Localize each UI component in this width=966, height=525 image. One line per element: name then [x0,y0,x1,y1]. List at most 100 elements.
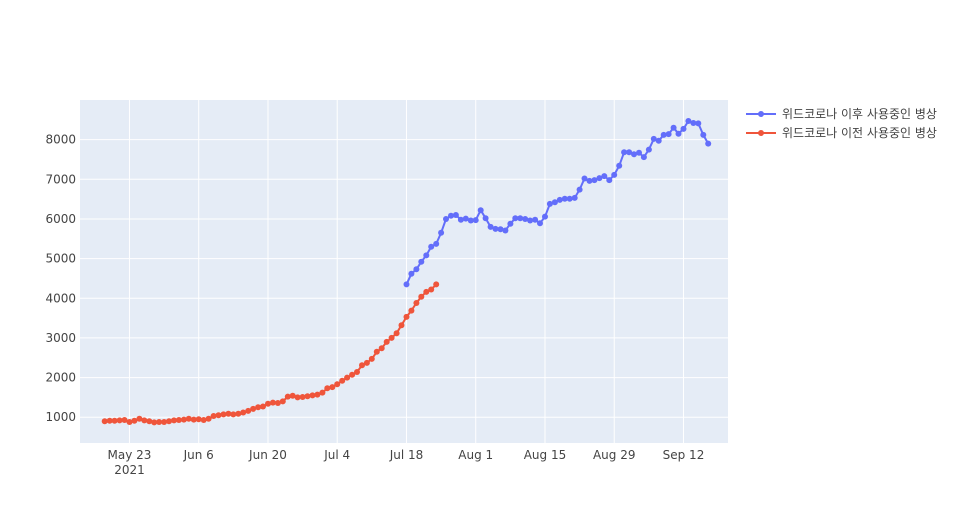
data-point [284,393,291,400]
data-point [373,348,380,355]
data-point [636,149,642,156]
data-point [438,229,445,236]
x-tick-label: Jun 6 [183,448,214,462]
data-point [344,374,351,381]
data-point [492,225,499,232]
data-point [408,307,415,314]
data-point [151,419,158,426]
data-point [116,417,123,424]
data-point [368,355,375,362]
data-point [304,393,311,400]
data-point [240,409,247,416]
data-point [512,215,519,222]
data-point [576,186,583,193]
data-point [462,215,469,222]
data-point [566,195,573,202]
data-point [195,416,202,423]
data-point [156,419,163,425]
data-point [314,391,321,398]
y-tick-label: 7000 [45,172,76,186]
data-point [359,362,365,369]
data-point [556,196,563,203]
data-point [171,417,177,424]
data-point [398,322,405,329]
x-tick-label: Aug 29 [593,448,636,462]
data-point [294,394,301,401]
data-point [274,400,281,406]
data-point [591,177,598,184]
data-point [339,377,346,384]
data-point [403,281,410,288]
data-point [467,217,474,224]
data-point [433,281,440,288]
data-point [210,413,217,419]
data-point [423,288,430,295]
y-tick-label: 5000 [45,252,76,266]
data-point [571,194,578,201]
data-point [517,215,524,222]
y-tick-label: 2000 [45,371,76,385]
data-point [670,124,677,131]
x-tick-label: Aug 1 [458,448,493,462]
data-point [611,171,618,178]
data-point [141,417,148,424]
data-point [616,162,623,169]
data-point [532,216,539,223]
data-point [299,394,306,400]
series-traces [101,118,712,426]
data-point [448,212,454,219]
series-1 [403,118,712,288]
data-point [235,410,242,417]
data-point [621,149,628,156]
data-point [487,223,494,230]
data-point [586,177,593,184]
data-point [190,416,197,423]
data-point [705,140,712,147]
data-point [324,385,331,392]
data-point [161,419,168,425]
data-point [136,415,143,422]
data-point [418,258,425,265]
data-point [443,216,449,222]
data-point [319,389,326,396]
data-point [388,334,395,341]
plot-area [80,100,728,443]
data-point [255,404,262,411]
data-point [408,270,415,277]
data-point [452,212,459,218]
data-point [428,243,435,250]
data-point [680,125,687,132]
data-point [665,131,672,138]
legend-item-1[interactable]: 위드코로나 이후 사용중인 병상 [746,107,937,121]
data-point [507,220,514,227]
data-point [700,131,707,138]
data-point [631,151,637,158]
x-tick-label: Jul 4 [323,448,350,462]
data-point [413,300,420,306]
legend-label: 위드코로나 이전 사용중인 병상 [782,126,937,140]
data-point [690,120,697,126]
data-point [215,412,222,419]
x-tick-label: May 23 [108,448,152,462]
data-point [477,207,484,214]
data-point [180,416,187,423]
data-point [502,227,509,234]
legend-item-2[interactable]: 위드코로나 이전 사용중인 병상 [746,126,937,140]
data-point [655,137,662,144]
data-point [537,220,543,227]
data-point [205,415,212,422]
data-point [175,417,182,423]
data-point [393,330,400,337]
data-point [265,400,271,407]
data-point [660,131,667,138]
x-tick-label: Sep 12 [663,448,705,462]
y-tick-label: 6000 [45,212,76,226]
x-tick-label: Jun 20 [248,448,287,462]
data-point [146,418,153,425]
data-point [245,407,252,414]
data-point [413,266,420,273]
data-point [606,177,613,184]
